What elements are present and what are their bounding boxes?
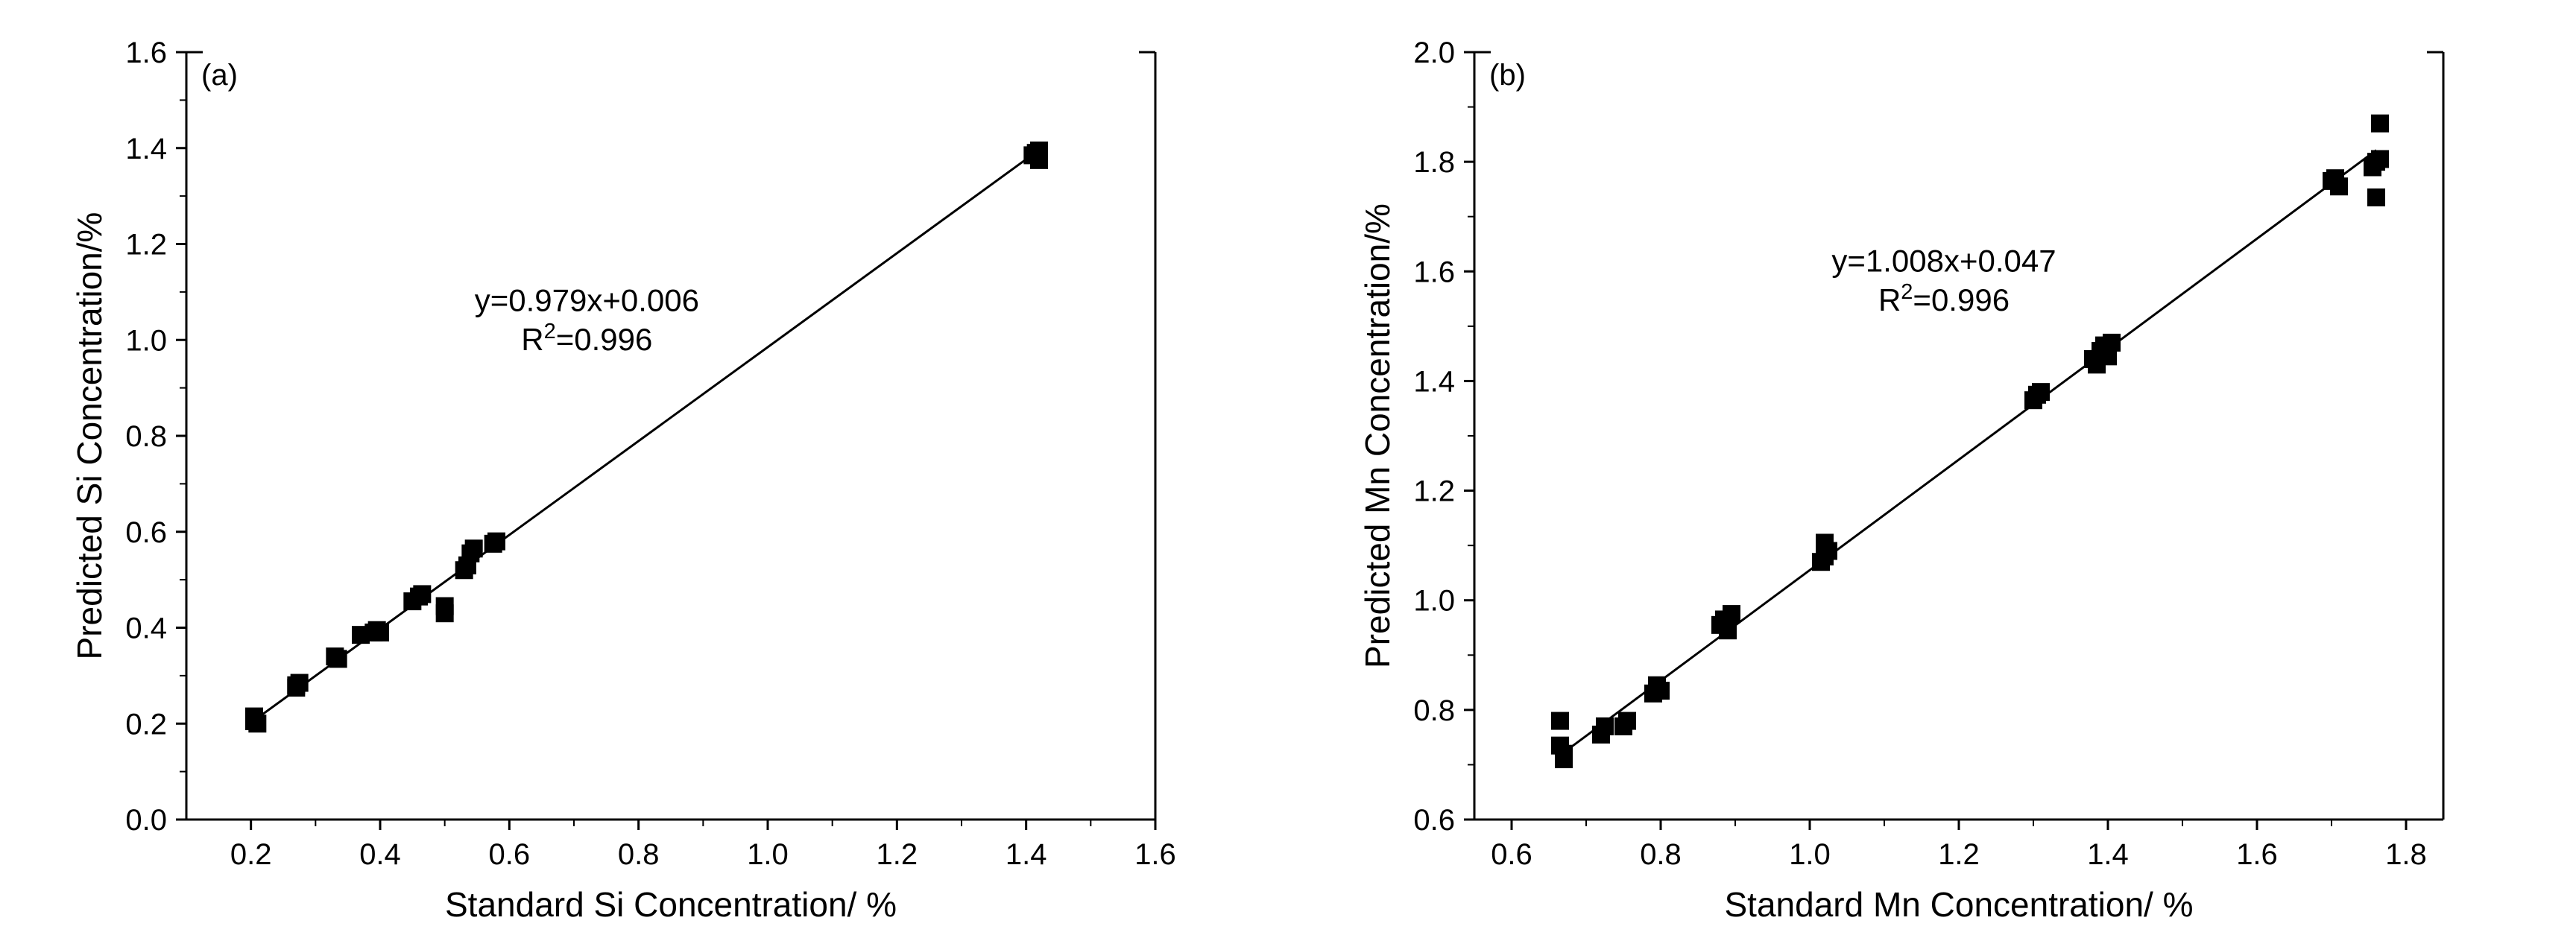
y-tick-label: 2.0 <box>1413 37 1455 69</box>
data-point <box>1819 542 1837 560</box>
data-point <box>287 679 305 697</box>
y-tick-label: 1.0 <box>125 324 167 357</box>
x-tick-label: 1.4 <box>2087 838 2129 871</box>
fit-r2: R2=0.996 <box>521 320 652 357</box>
data-point <box>465 539 483 557</box>
y-tick-label: 1.8 <box>1413 146 1455 179</box>
x-tick-label: 0.8 <box>618 838 660 871</box>
y-tick-label: 1.2 <box>1413 475 1455 508</box>
y-tick-label: 0.2 <box>125 708 167 741</box>
x-tick-label: 0.6 <box>1491 838 1532 871</box>
panel-b: 0.6 0.8 1.0 1.2 1.4 1.6 1.8 0.6 0.8 1.0 1.2 1.4 1.6 1… <box>1288 0 2576 938</box>
x-tick-label: 1.8 <box>2385 838 2427 871</box>
x-tick-label: 0.4 <box>359 838 401 871</box>
scatter-plot-a: 0.2 0.4 0.6 0.8 1.0 1.2 1.4 1.6 0.0 0.2 0.4 0.6 0.8 1… <box>0 0 1288 938</box>
x-tick-label: 1.6 <box>2236 838 2278 871</box>
x-tick-label: 1.2 <box>1938 838 1980 871</box>
y-tick-label: 1.4 <box>125 133 167 165</box>
data-point <box>248 714 266 732</box>
data-point <box>2367 188 2385 206</box>
y-tick-label: 1.6 <box>1413 256 1455 288</box>
y-tick-label: 0.8 <box>125 420 167 453</box>
panel-label: (a) <box>201 59 238 92</box>
y-tick-label: 0.4 <box>125 612 167 645</box>
x-tick-label: 1.6 <box>1134 838 1176 871</box>
data-point <box>436 598 454 615</box>
data-point <box>371 624 389 641</box>
y-tick-label: 0.8 <box>1413 694 1455 727</box>
data-point <box>1618 712 1636 730</box>
data-point <box>329 650 347 668</box>
y-tick-label: 1.2 <box>125 229 167 262</box>
panel-label: (b) <box>1489 59 1526 92</box>
fit-r2: R2=0.996 <box>1878 280 2010 317</box>
data-point <box>2103 334 2121 352</box>
y-tick-label: 1.4 <box>1413 365 1455 398</box>
x-tick-label: 1.0 <box>1789 838 1831 871</box>
figure-container: 0.2 0.4 0.6 0.8 1.0 1.2 1.4 1.6 0.0 0.2 0.4 0.6 0.8 1… <box>0 0 2576 938</box>
x-tick-label: 0.8 <box>1640 838 1682 871</box>
data-point <box>1596 717 1614 735</box>
data-point <box>2371 150 2389 168</box>
data-point <box>1030 142 1048 159</box>
y-tick-label: 1.0 <box>1413 585 1455 618</box>
fit-equation: y=0.979x+0.006 <box>475 283 699 318</box>
data-point <box>2330 177 2348 195</box>
data-point <box>1723 605 1740 623</box>
x-tick-label: 1.4 <box>1006 838 1047 871</box>
x-tick-label: 0.6 <box>489 838 531 871</box>
y-tick-label: 1.6 <box>125 37 167 69</box>
data-point <box>2032 383 2050 401</box>
y-tick-label: 0.0 <box>125 804 167 837</box>
scatter-plot-b: 0.6 0.8 1.0 1.2 1.4 1.6 1.8 0.6 0.8 1.0 1.2 1.4 1.6 1… <box>1288 0 2576 938</box>
data-point <box>1551 712 1569 730</box>
y-axis-label: Predicted Si Concentration/% <box>70 212 109 660</box>
data-point <box>2371 115 2389 133</box>
x-tick-label: 0.2 <box>230 838 272 871</box>
data-point <box>1719 621 1737 639</box>
data-point <box>1652 682 1670 700</box>
data-point <box>413 585 431 603</box>
x-axis-label: Standard Mn Concentration/ % <box>1724 885 2193 924</box>
x-tick-label: 1.2 <box>877 838 918 871</box>
fit-line <box>1560 150 2376 755</box>
y-axis-label: Predicted Mn Concentration/% <box>1358 203 1397 668</box>
fit-equation: y=1.008x+0.047 <box>1831 243 2056 278</box>
panel-a: 0.2 0.4 0.6 0.8 1.0 1.2 1.4 1.6 0.0 0.2 0.4 0.6 0.8 1… <box>0 0 1288 938</box>
data-point <box>487 533 505 551</box>
y-tick-label: 0.6 <box>1413 804 1455 837</box>
y-tick-label: 0.6 <box>125 516 167 549</box>
data-point <box>1555 745 1573 763</box>
x-axis-label: Standard Si Concentration/ % <box>445 885 897 924</box>
x-tick-label: 1.0 <box>747 838 789 871</box>
